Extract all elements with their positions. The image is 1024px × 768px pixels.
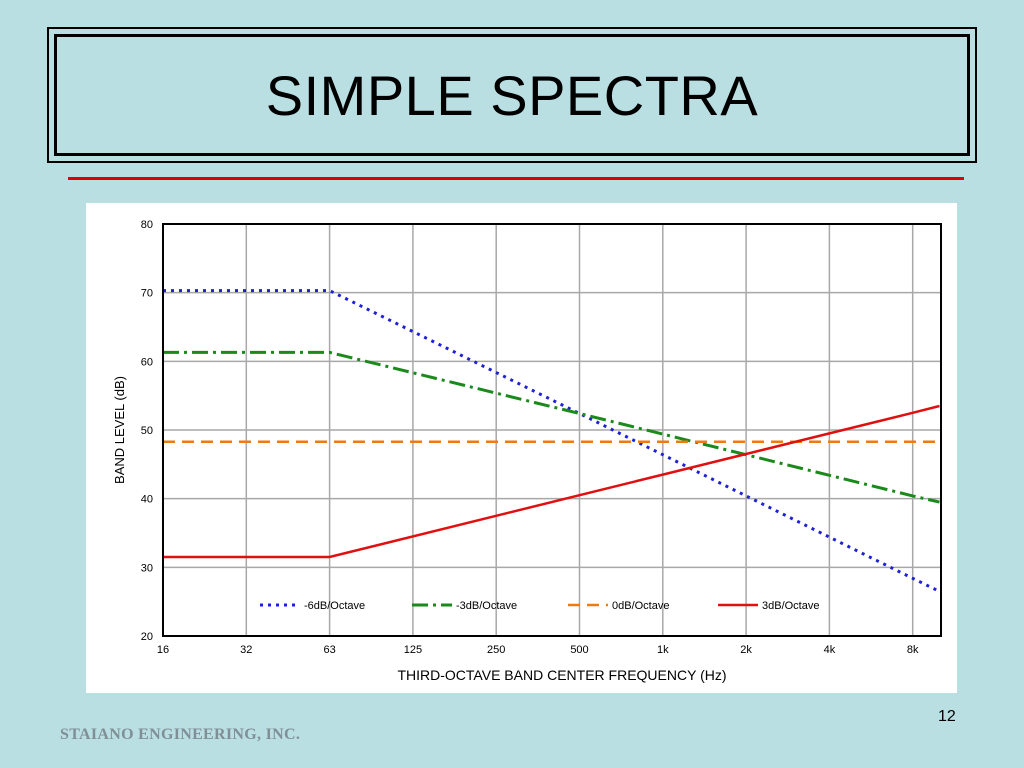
- y-axis-label: BAND LEVEL (dB): [112, 376, 127, 484]
- x-tick-label: 63: [323, 644, 335, 656]
- y-tick-label: 40: [141, 494, 153, 506]
- y-tick-label: 20: [141, 631, 153, 643]
- plot-border: [162, 223, 942, 637]
- y-tick-label: 50: [141, 425, 153, 437]
- title-frame: SIMPLE SPECTRA: [47, 27, 977, 163]
- spectra-chart: 20 30 40 50 60 70 80 16 32 63 125 250 500 1k 2k 4k 8k -…: [112, 219, 942, 683]
- x-tick-label: 32: [240, 644, 252, 656]
- x-axis-label: THIRD-OCTAVE BAND CENTER FREQUENCY (Hz): [397, 667, 726, 683]
- x-tick-label: 4k: [824, 644, 836, 656]
- y-tick-label: 30: [141, 562, 153, 574]
- legend-label-1: -6dB/Octave: [304, 600, 365, 612]
- x-tick-label: 500: [570, 644, 588, 656]
- chart-panel: 20 30 40 50 60 70 80 16 32 63 125 250 500 1k 2k 4k 8k -…: [86, 203, 957, 693]
- y-tick-label: 80: [141, 219, 153, 231]
- title-divider: [68, 177, 964, 180]
- x-tick-label: 8k: [907, 644, 919, 656]
- legend-label-2: -3dB/Octave: [456, 600, 517, 612]
- series-line-1: [163, 289, 941, 593]
- y-tick-labels: 20 30 40 50 60 70 80: [141, 219, 153, 643]
- page-number: 12: [938, 708, 956, 725]
- x-tick-label: 1k: [657, 644, 669, 656]
- series-line-2: [163, 350, 940, 504]
- chart-grid: [162, 223, 941, 637]
- y-tick-label: 70: [141, 288, 153, 300]
- y-tick-label: 60: [141, 356, 153, 368]
- x-tick-label: 250: [487, 644, 505, 656]
- x-tick-label: 2k: [740, 644, 752, 656]
- company-footer: STAIANO ENGINEERING, INC.: [60, 726, 301, 743]
- x-tick-label: 16: [157, 644, 169, 656]
- legend-label-4: 3dB/Octave: [762, 600, 819, 612]
- slide-title: SIMPLE SPECTRA: [265, 63, 759, 127]
- chart-series: [163, 289, 941, 593]
- chart-legend: -6dB/Octave -3dB/Octave 0dB/Octave 3dB/Octa…: [260, 600, 819, 612]
- title-inner-frame: SIMPLE SPECTRA: [54, 34, 970, 156]
- series-line-4: [163, 404, 940, 559]
- x-tick-labels: 16 32 63 125 250 500 1k 2k 4k 8k: [157, 644, 919, 656]
- legend-label-3: 0dB/Octave: [612, 600, 669, 612]
- x-tick-label: 125: [404, 644, 422, 656]
